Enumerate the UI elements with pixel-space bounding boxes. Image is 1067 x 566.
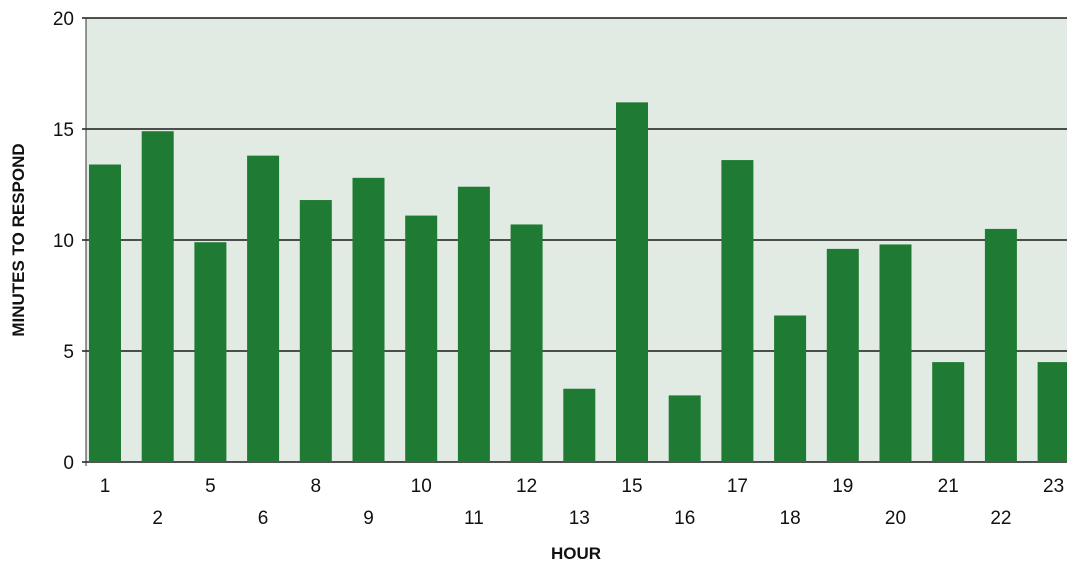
bar-21	[932, 362, 965, 462]
x-tick-label: 1	[100, 476, 111, 497]
bar-13	[563, 388, 596, 462]
bar-10	[405, 215, 438, 462]
x-tick-label: 22	[990, 508, 1011, 529]
bar-19	[826, 248, 859, 462]
bar-2	[141, 131, 174, 462]
y-tick-label: 0	[63, 453, 74, 474]
y-tick-label: 20	[53, 9, 74, 30]
y-tick-label: 15	[53, 120, 74, 141]
bar-23	[1037, 362, 1067, 462]
y-axis-title: MINUTES TO RESPOND	[9, 143, 28, 336]
x-tick-label: 21	[938, 476, 959, 497]
x-tick-label: 18	[780, 508, 801, 529]
x-axis-title: HOUR	[551, 544, 601, 563]
bar-12	[510, 224, 543, 462]
x-tick-label: 13	[569, 508, 590, 529]
bar-8	[299, 200, 332, 463]
bars	[89, 102, 1067, 463]
bar-6	[247, 155, 280, 462]
x-tick-label: 2	[152, 508, 163, 529]
bar-22	[984, 228, 1017, 462]
x-tick-label: 17	[727, 476, 748, 497]
x-tick-label: 19	[832, 476, 853, 497]
bar-1	[89, 164, 121, 462]
bar-9	[352, 177, 385, 462]
x-tick-label: 16	[674, 508, 695, 529]
x-tick-label: 11	[464, 508, 484, 529]
x-tick-label: 10	[411, 476, 432, 497]
bar-20	[879, 244, 912, 462]
bar-17	[721, 160, 754, 462]
y-tick-labels: 0 5 10 15 20	[53, 9, 74, 474]
bar-5	[194, 242, 227, 462]
x-tick-label: 6	[258, 508, 269, 529]
bar-11	[457, 186, 490, 462]
x-tick-label: 5	[205, 476, 216, 497]
x-tick-label: 12	[516, 476, 537, 497]
y-tick-label: 10	[53, 231, 74, 252]
x-tick-label: 20	[885, 508, 906, 529]
bar-18	[774, 315, 807, 462]
x-tick-label: 23	[1043, 476, 1064, 497]
x-tick-label: 8	[311, 476, 322, 497]
bar-16	[668, 395, 701, 462]
x-tick-label: 9	[363, 508, 374, 529]
x-tick-label: 15	[621, 476, 642, 497]
bar-15	[616, 102, 648, 463]
y-tick-label: 5	[63, 342, 74, 363]
